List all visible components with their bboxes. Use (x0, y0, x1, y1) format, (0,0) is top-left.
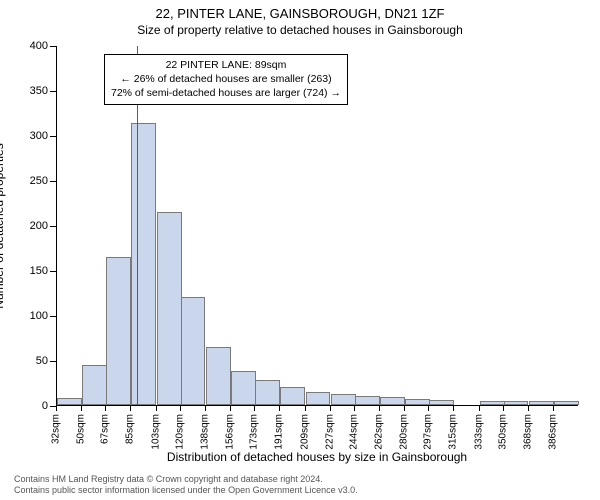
x-tick-label: 297sqm (423, 414, 434, 450)
x-tick-mark (205, 406, 206, 411)
y-tick-label: 300 (0, 130, 48, 142)
x-tick-label: 138sqm (199, 414, 210, 450)
annotation-line-2: ← 26% of detached houses are smaller (26… (111, 72, 341, 86)
histogram-bar (206, 347, 231, 406)
x-tick-label: 191sqm (274, 414, 285, 450)
y-tick-label: 50 (0, 355, 48, 367)
x-tick-mark (553, 406, 554, 411)
x-tick-mark (305, 406, 306, 411)
histogram-bar (106, 257, 131, 406)
x-tick-mark (56, 406, 57, 411)
title-main: 22, PINTER LANE, GAINSBOROUGH, DN21 1ZF (0, 6, 600, 21)
histogram-bar (480, 401, 505, 406)
x-tick-label: 315sqm (448, 414, 459, 450)
x-tick-mark (279, 406, 280, 411)
footer-line-1: Contains HM Land Registry data © Crown c… (14, 474, 358, 485)
y-axis: 050100150200250300350400 (0, 46, 56, 406)
x-tick-label: 67sqm (100, 414, 111, 444)
x-tick-mark (130, 406, 131, 411)
x-tick-mark (330, 406, 331, 411)
histogram-bar (157, 212, 182, 406)
x-axis-label: Distribution of detached houses by size … (56, 450, 578, 464)
x-tick-label: 227sqm (324, 414, 335, 450)
histogram-bar (429, 400, 454, 405)
x-tick-mark (428, 406, 429, 411)
histogram-bar (529, 401, 554, 405)
title-block: 22, PINTER LANE, GAINSBOROUGH, DN21 1ZF … (0, 0, 600, 37)
x-tick-label: 50sqm (76, 414, 87, 444)
x-tick-mark (81, 406, 82, 411)
x-tick-mark (379, 406, 380, 411)
x-tick-label: 173sqm (249, 414, 260, 450)
y-tick-label: 400 (0, 40, 48, 52)
x-tick-mark (180, 406, 181, 411)
x-tick-label: 350sqm (497, 414, 508, 450)
x-tick-mark (528, 406, 529, 411)
histogram-bar (405, 399, 430, 405)
x-tick-mark (503, 406, 504, 411)
x-tick-label: 244sqm (348, 414, 359, 450)
histogram-bar (255, 380, 280, 405)
x-tick-mark (479, 406, 480, 411)
y-tick-label: 150 (0, 265, 48, 277)
x-tick-label: 333sqm (473, 414, 484, 450)
histogram-bar (554, 401, 579, 405)
y-tick-label: 100 (0, 310, 48, 322)
x-tick-mark (354, 406, 355, 411)
y-tick-label: 0 (0, 400, 48, 412)
y-tick-label: 350 (0, 85, 48, 97)
annotation-line-3: 72% of semi-detached houses are larger (… (111, 86, 341, 100)
x-tick-label: 262sqm (374, 414, 385, 450)
x-tick-label: 156sqm (225, 414, 236, 450)
y-tick-label: 200 (0, 220, 48, 232)
x-tick-label: 280sqm (399, 414, 410, 450)
histogram-bar (231, 371, 256, 405)
histogram-bar (181, 297, 206, 405)
x-tick-label: 386sqm (548, 414, 559, 450)
title-sub: Size of property relative to detached ho… (0, 23, 600, 37)
x-tick-label: 32sqm (51, 414, 62, 444)
chart-root: 22, PINTER LANE, GAINSBOROUGH, DN21 1ZF … (0, 0, 600, 500)
x-tick-label: 209sqm (299, 414, 310, 450)
y-tick-label: 250 (0, 175, 48, 187)
footer-line-2: Contains public sector information licen… (14, 485, 358, 496)
annotation-line-1: 22 PINTER LANE: 89sqm (111, 58, 341, 72)
footer: Contains HM Land Registry data © Crown c… (14, 474, 358, 496)
x-tick-label: 120sqm (174, 414, 185, 450)
x-tick-mark (230, 406, 231, 411)
histogram-bar (504, 401, 529, 406)
histogram-bar (280, 387, 305, 405)
x-tick-mark (254, 406, 255, 411)
histogram-bar (331, 394, 356, 405)
histogram-bar (82, 365, 107, 406)
x-tick-mark (105, 406, 106, 411)
histogram-bar (355, 396, 380, 405)
x-tick-mark (404, 406, 405, 411)
x-tick-mark (156, 406, 157, 411)
x-tick-label: 85sqm (125, 414, 136, 444)
histogram-bar (380, 397, 405, 405)
histogram-bar (131, 123, 156, 405)
x-tick-mark (453, 406, 454, 411)
histogram-bar (57, 398, 82, 405)
histogram-bar (306, 392, 331, 405)
x-tick-label: 103sqm (150, 414, 161, 450)
x-axis: 32sqm50sqm67sqm85sqm103sqm120sqm138sqm15… (56, 406, 578, 456)
x-tick-label: 368sqm (522, 414, 533, 450)
annotation-box: 22 PINTER LANE: 89sqm ← 26% of detached … (104, 54, 348, 105)
